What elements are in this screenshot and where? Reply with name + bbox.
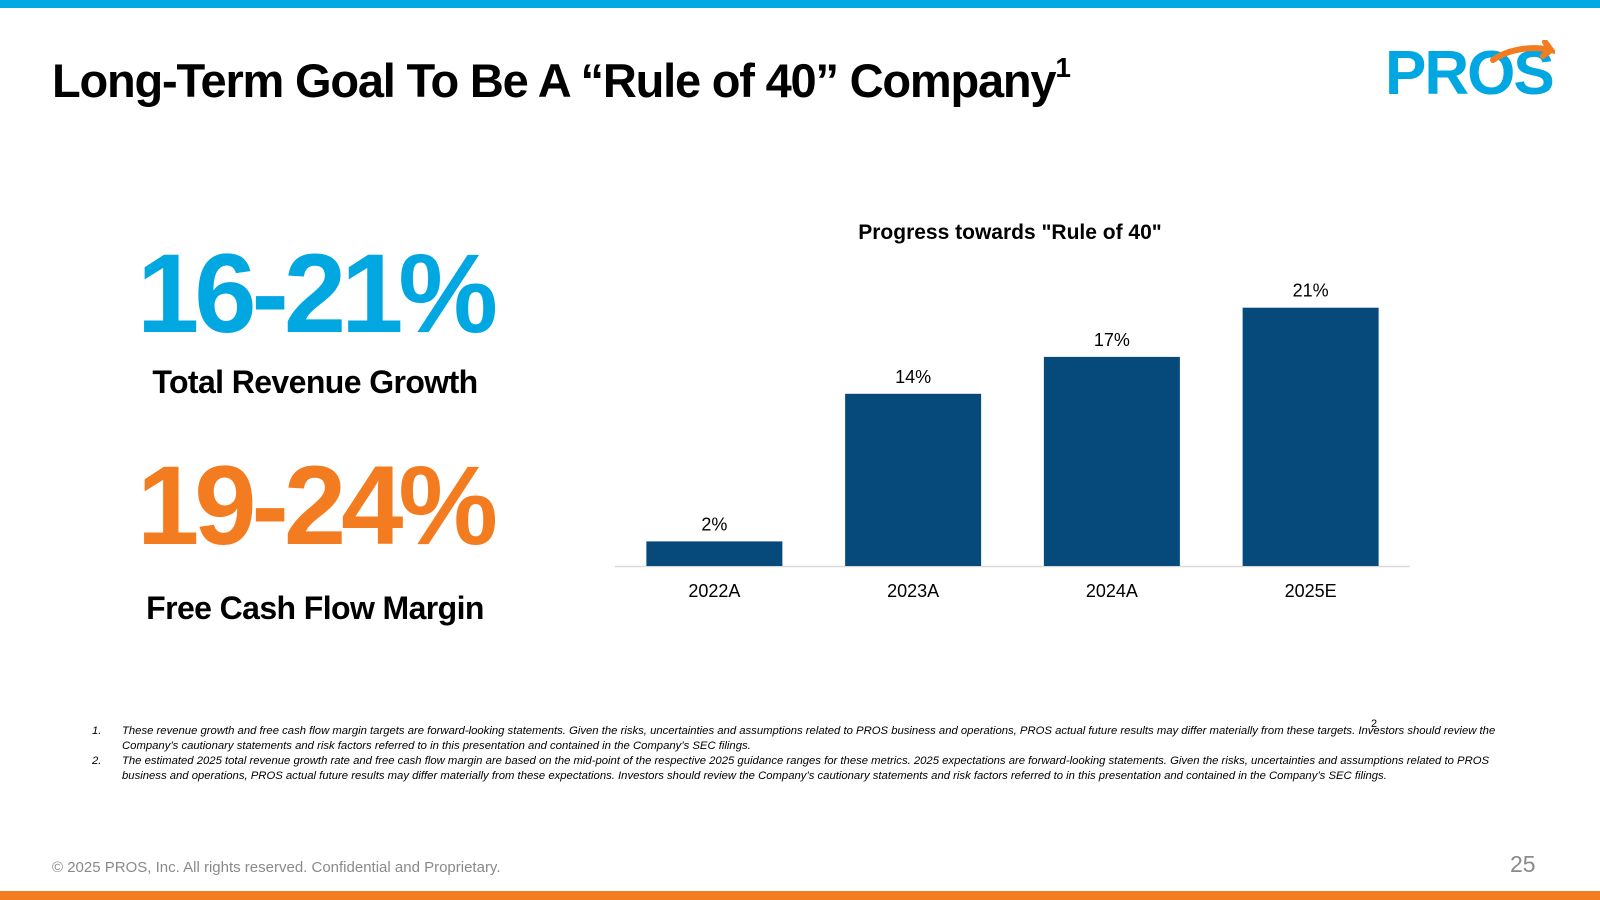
footnotes: 1. These revenue growth and free cash fl… — [92, 724, 1502, 784]
data-label-2023A: 14% — [895, 367, 931, 387]
data-label-2024A: 17% — [1094, 330, 1130, 350]
bar-2025E — [1242, 307, 1379, 566]
footnote-text: The estimated 2025 total revenue growth … — [122, 755, 1490, 782]
chart-footnote-marker: 2 — [1371, 718, 1378, 730]
tick-label-2024A: 2024A — [1086, 581, 1138, 601]
data-label-2025E: 21% — [1293, 281, 1329, 301]
footnote-1: 1. These revenue growth and free cash fl… — [92, 724, 1502, 754]
kpi-label: Free Cash Flow Margin — [146, 590, 484, 626]
bar-2023A — [845, 393, 982, 566]
title-footnote-ref: 1 — [1055, 52, 1071, 83]
copyright-text: © 2025 PROS, Inc. All rights reserved. C… — [52, 859, 501, 876]
pros-logo: PROS — [1385, 40, 1555, 102]
kpi-value: 19-24% — [136, 443, 498, 568]
tick-label-2023A: 2023A — [887, 581, 939, 601]
tick-label-2025E: 2025E — [1285, 581, 1337, 601]
bottom-accent-bar — [0, 891, 1600, 900]
footnote-2: 2. The estimated 2025 total revenue grow… — [92, 754, 1502, 784]
chart-title: Progress towards "Rule of 40" — [858, 221, 1162, 244]
kpi-label: Total Revenue Growth — [152, 364, 478, 400]
logo-swoosh — [1490, 40, 1555, 63]
kpi-revenue-growth: 16-21% Total Revenue Growth — [100, 238, 530, 401]
kpi-value: 16-21% — [136, 231, 498, 356]
slide-title: Long-Term Goal To Be A “Rule of 40” Comp… — [52, 52, 1071, 108]
footnote-number: 1. — [92, 725, 102, 737]
top-accent-bar — [0, 0, 1600, 8]
kpi-fcf-margin: 19-24% Free Cash Flow Margin — [100, 450, 530, 627]
data-label-2022A: 2% — [701, 514, 727, 534]
chart-svg: Progress towards "Rule of 40" 2% 2022A 14% 2… — [615, 221, 1410, 601]
bar-2024A — [1043, 356, 1180, 566]
footnote-text: These revenue growth and free cash flow … — [122, 725, 1496, 752]
tick-label-2022A: 2022A — [688, 581, 740, 601]
slide-title-text: Long-Term Goal To Be A “Rule of 40” Comp… — [52, 54, 1057, 107]
footnote-number: 2. — [92, 755, 102, 767]
page-number: 25 — [1510, 851, 1536, 877]
bar-2022A — [646, 541, 783, 566]
rule-of-40-chart: Progress towards "Rule of 40" 2% 2022A 14% 2… — [600, 210, 1460, 630]
